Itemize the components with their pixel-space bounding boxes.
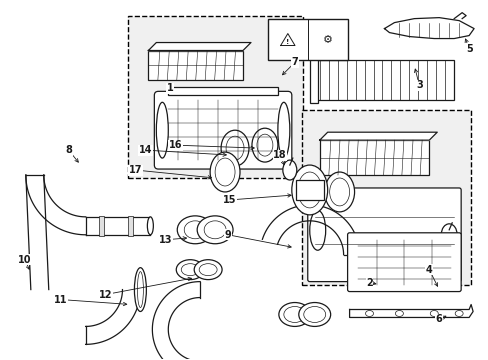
Ellipse shape <box>197 216 233 244</box>
Ellipse shape <box>177 216 213 244</box>
Text: 8: 8 <box>65 145 72 155</box>
Bar <box>148 50 243 80</box>
Ellipse shape <box>329 178 349 206</box>
Ellipse shape <box>199 264 217 276</box>
Bar <box>128 15 302 178</box>
Text: 17: 17 <box>128 165 142 175</box>
Bar <box>309 58 317 103</box>
Ellipse shape <box>251 128 277 162</box>
Ellipse shape <box>429 310 437 316</box>
Ellipse shape <box>303 306 325 323</box>
Polygon shape <box>319 132 436 140</box>
Polygon shape <box>148 42 250 50</box>
Ellipse shape <box>210 152 240 192</box>
Ellipse shape <box>256 134 272 156</box>
Ellipse shape <box>365 310 373 316</box>
Bar <box>314 60 453 100</box>
Ellipse shape <box>221 130 248 166</box>
Ellipse shape <box>297 172 321 208</box>
Bar <box>319 140 428 175</box>
FancyBboxPatch shape <box>347 233 460 292</box>
Ellipse shape <box>215 158 235 186</box>
Bar <box>267 19 347 60</box>
Text: 10: 10 <box>18 255 32 265</box>
Text: !: ! <box>285 39 289 45</box>
Ellipse shape <box>176 260 203 280</box>
Polygon shape <box>280 33 294 45</box>
Ellipse shape <box>395 310 403 316</box>
Ellipse shape <box>225 136 244 160</box>
Ellipse shape <box>283 306 305 323</box>
Ellipse shape <box>147 217 153 235</box>
Text: 16: 16 <box>168 140 182 150</box>
Text: 18: 18 <box>272 150 286 160</box>
Ellipse shape <box>194 260 222 280</box>
Text: 3: 3 <box>415 80 422 90</box>
Text: 14: 14 <box>139 145 152 155</box>
Ellipse shape <box>324 172 354 212</box>
Ellipse shape <box>454 310 462 316</box>
FancyBboxPatch shape <box>154 91 291 169</box>
Ellipse shape <box>278 302 310 327</box>
Text: 2: 2 <box>366 278 372 288</box>
Ellipse shape <box>309 210 325 250</box>
Text: ⚙: ⚙ <box>322 35 332 45</box>
Text: 12: 12 <box>99 289 112 300</box>
Ellipse shape <box>203 221 225 239</box>
Ellipse shape <box>440 224 456 246</box>
Ellipse shape <box>291 165 327 215</box>
Bar <box>295 180 323 200</box>
Text: 5: 5 <box>465 44 471 54</box>
Text: 7: 7 <box>291 58 298 67</box>
Ellipse shape <box>282 160 296 180</box>
Ellipse shape <box>437 249 449 265</box>
Ellipse shape <box>137 272 143 307</box>
Text: 6: 6 <box>435 314 442 324</box>
Polygon shape <box>384 18 473 39</box>
Ellipse shape <box>156 102 168 158</box>
Text: 11: 11 <box>54 294 67 305</box>
Text: 9: 9 <box>224 230 231 240</box>
Ellipse shape <box>181 264 199 276</box>
Text: 4: 4 <box>425 265 432 275</box>
Bar <box>301 110 470 285</box>
Bar <box>128 216 133 236</box>
Ellipse shape <box>184 221 206 239</box>
Text: 1: 1 <box>166 84 173 93</box>
Bar <box>99 216 103 236</box>
Bar <box>168 87 277 95</box>
FancyBboxPatch shape <box>307 188 460 282</box>
Ellipse shape <box>298 302 330 327</box>
Ellipse shape <box>277 102 289 158</box>
Text: 15: 15 <box>223 195 236 205</box>
Text: 13: 13 <box>158 235 172 245</box>
Polygon shape <box>349 305 472 318</box>
Ellipse shape <box>134 268 146 311</box>
